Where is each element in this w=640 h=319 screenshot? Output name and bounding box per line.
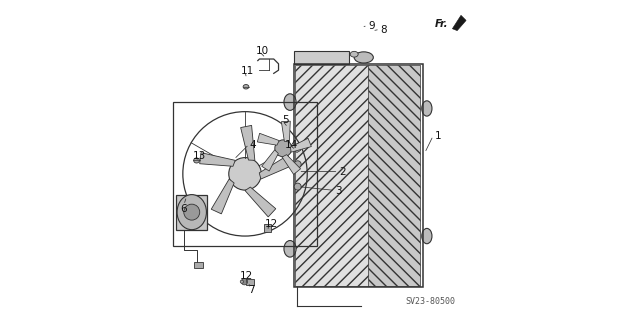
Polygon shape [282, 121, 291, 142]
Ellipse shape [354, 52, 373, 63]
Text: 7: 7 [248, 285, 255, 295]
Bar [246, 279, 254, 285]
Circle shape [241, 278, 248, 285]
Polygon shape [200, 152, 236, 166]
Text: Fr.: Fr. [435, 19, 448, 29]
Polygon shape [211, 179, 234, 214]
Polygon shape [259, 155, 293, 179]
Polygon shape [282, 155, 301, 174]
Bar [177, 195, 207, 230]
Ellipse shape [194, 158, 200, 163]
Text: SV23-80500: SV23-80500 [405, 297, 455, 306]
Polygon shape [291, 138, 311, 152]
Text: 6: 6 [180, 204, 187, 214]
Bar [296, 65, 369, 286]
Text: 3: 3 [335, 186, 342, 197]
Ellipse shape [240, 280, 243, 283]
Text: 4: 4 [250, 140, 257, 150]
Bar [369, 65, 420, 286]
Text: 14: 14 [285, 140, 298, 150]
Circle shape [228, 158, 261, 190]
Text: 9: 9 [369, 20, 375, 31]
Ellipse shape [422, 101, 432, 116]
Polygon shape [257, 133, 279, 145]
Ellipse shape [177, 195, 207, 230]
Bar [195, 262, 204, 268]
Text: 2: 2 [339, 167, 346, 177]
Circle shape [184, 204, 200, 220]
Ellipse shape [284, 94, 296, 110]
Polygon shape [245, 187, 276, 217]
Text: 12: 12 [265, 219, 278, 229]
Text: 10: 10 [255, 46, 269, 56]
Text: 5: 5 [282, 115, 289, 125]
Circle shape [275, 140, 292, 157]
Text: 1: 1 [435, 130, 442, 141]
Ellipse shape [350, 51, 358, 57]
Ellipse shape [294, 183, 301, 190]
Ellipse shape [284, 241, 296, 257]
Polygon shape [294, 144, 301, 152]
Text: 12: 12 [239, 271, 253, 281]
Bar [173, 102, 317, 246]
Ellipse shape [243, 85, 249, 89]
Bar [294, 51, 349, 64]
Polygon shape [241, 125, 255, 160]
Bar [264, 224, 271, 232]
Polygon shape [452, 15, 466, 31]
Ellipse shape [422, 228, 432, 244]
Text: 13: 13 [193, 151, 206, 161]
Ellipse shape [294, 161, 301, 168]
Text: 8: 8 [380, 25, 387, 35]
Bar [294, 64, 423, 287]
Text: 11: 11 [241, 66, 254, 77]
Polygon shape [262, 150, 278, 171]
